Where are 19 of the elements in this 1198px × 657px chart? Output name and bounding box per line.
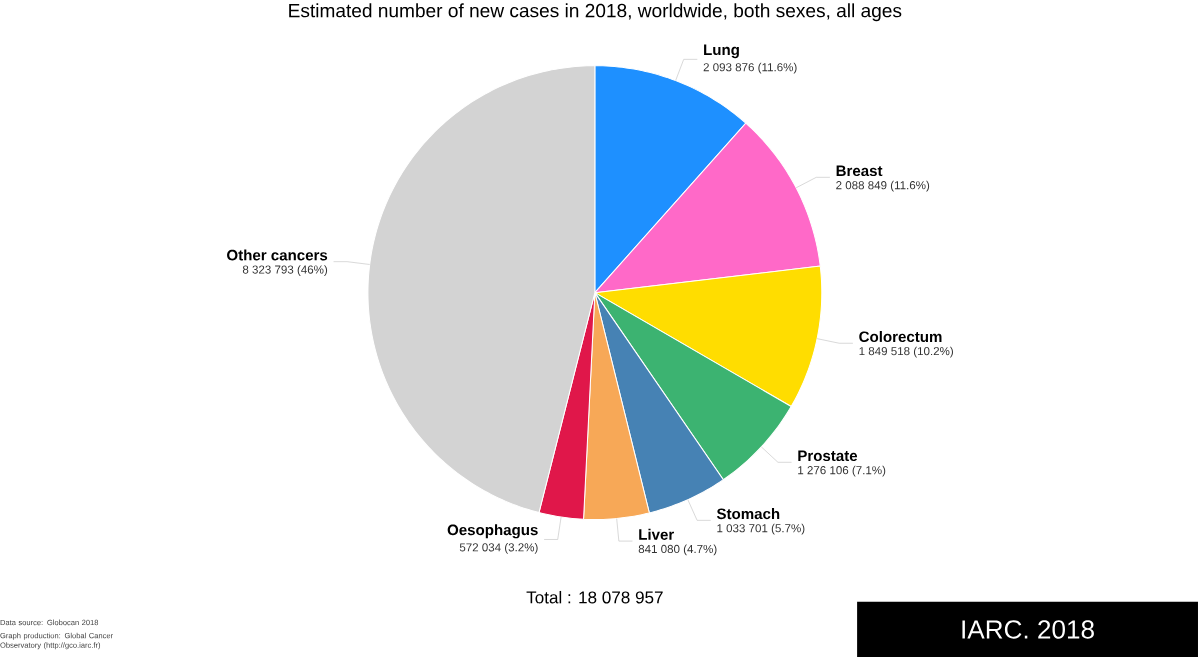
data-label: 1 276 106 (7.1%)	[798, 465, 886, 477]
slice-label: Prostate	[798, 450, 858, 461]
data-label: 8 323 793 (46%)	[242, 265, 328, 276]
text: IARC. 2018	[962, 620, 1094, 639]
slice-label: Liver	[639, 528, 675, 540]
slice-label: Colorectum	[859, 330, 942, 342]
chart-title: Estimated number of new cases in 2018, worldwide, both sexes, all ages	[289, 3, 902, 22]
slice-label: Oesophagus	[447, 524, 538, 539]
slice-label: Breast	[836, 165, 883, 177]
data-label: 572 034 (3.2%)	[459, 542, 538, 554]
data-label: 1 849 518 (10.2%)	[859, 346, 953, 358]
slice-label: Lung	[704, 44, 739, 59]
data-label: 2 088 849 (11.6%)	[836, 180, 930, 192]
text: Total : 18 078 957	[526, 590, 663, 604]
data-label: 1 033 701 (5.7%)	[717, 523, 805, 535]
slice-label: Other cancers	[227, 249, 328, 261]
slice-label: Stomach	[716, 507, 780, 520]
data-label: 2 093 876 (11.6%)	[703, 62, 797, 74]
data-label: 841 080 (4.7%)	[638, 544, 717, 556]
